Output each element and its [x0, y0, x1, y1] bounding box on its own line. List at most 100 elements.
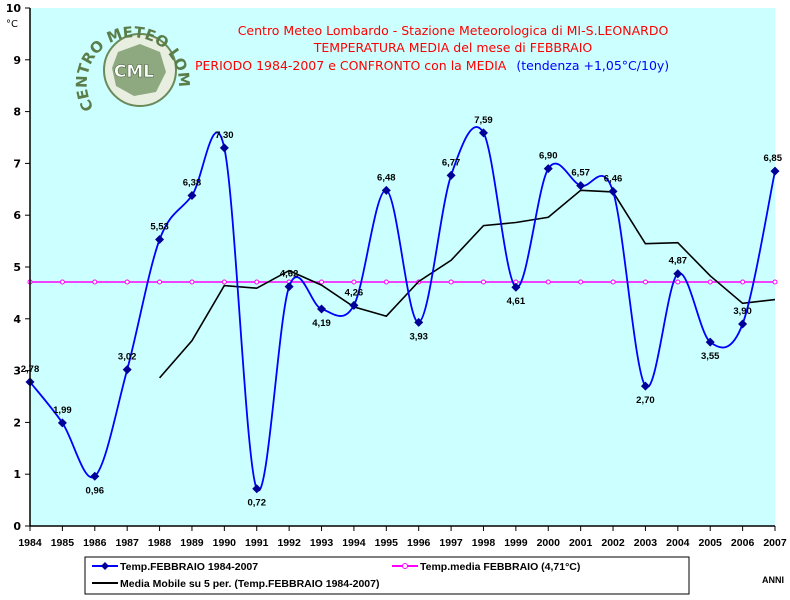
x-tick-label: 2003 — [634, 537, 658, 549]
data-label: 3,02 — [118, 352, 137, 363]
mean-point — [545, 279, 551, 285]
mean-point — [578, 279, 584, 285]
data-label: 6,57 — [571, 168, 590, 179]
x-tick-label: 2006 — [731, 537, 755, 549]
data-label: 6,85 — [764, 153, 783, 164]
temperature-point — [543, 164, 553, 174]
data-label: 4,87 — [669, 256, 688, 267]
y-axis-unit: °C — [6, 19, 18, 30]
temperature-point — [284, 282, 294, 292]
x-tick-label: 1993 — [310, 537, 334, 549]
x-tick-label: 2000 — [537, 537, 561, 549]
data-label: 7,59 — [474, 115, 493, 126]
mean-point — [319, 279, 325, 285]
data-label: 4,26 — [345, 287, 364, 298]
y-tick-label: 10 — [6, 2, 22, 15]
logo-initials: CML — [114, 62, 154, 82]
chart-title-line-3: PERIODO 1984-2007 e CONFRONTO con la MED… — [195, 58, 669, 73]
data-label: 4,19 — [312, 318, 331, 329]
temperature-point — [770, 166, 780, 176]
data-label: 0,96 — [86, 485, 105, 496]
data-label: 4,61 — [507, 296, 526, 307]
y-tick-label: 8 — [13, 106, 21, 119]
x-tick-label: 1992 — [277, 537, 301, 549]
mean-point — [189, 279, 195, 285]
data-label: 7,30 — [215, 130, 234, 141]
mean-point — [124, 279, 130, 285]
mean-point — [772, 279, 778, 285]
x-tick-label: 1989 — [180, 537, 204, 549]
temperature-point — [673, 269, 683, 279]
temperature-point — [349, 300, 359, 310]
data-label: 6,48 — [377, 172, 396, 183]
data-label: 6,46 — [604, 173, 623, 184]
temperature-point — [252, 484, 262, 494]
temperature-point — [414, 317, 424, 327]
temperature-point — [317, 304, 327, 314]
x-tick-label: 1997 — [439, 537, 463, 549]
temperature-point — [608, 186, 618, 196]
legend: Temp.FEBBRAIO 1984-2007 Temp.media FEBBR… — [84, 556, 690, 595]
data-labels: 2,78 1,99 0,96 3,02 5,53 6,38 7,30 0,72 4,62 4,19… — [21, 115, 783, 509]
mean-point — [707, 279, 713, 285]
temperature-point — [122, 365, 132, 375]
logo-region-shape — [112, 44, 166, 96]
mean-point — [59, 279, 65, 285]
mean-line-layer — [27, 279, 778, 285]
y-tick-label: 7 — [13, 157, 21, 170]
legend-box — [84, 556, 690, 595]
mean-point — [383, 279, 389, 285]
temperature-point — [381, 185, 391, 195]
y-tick-label: 5 — [13, 261, 21, 274]
mean-point — [351, 279, 357, 285]
legend-diamond-marker — [101, 562, 109, 570]
temperature-point — [446, 170, 456, 180]
x-tick-label: 1984 — [18, 537, 42, 549]
x-tick-label: 1999 — [504, 537, 528, 549]
temperature-series-layer — [25, 126, 780, 494]
legend-label-mean: Temp.media FEBBRAIO (4,71°C) — [420, 561, 580, 573]
temperature-point — [705, 337, 715, 347]
y-tick-label: 6 — [13, 209, 21, 222]
chart-title-line-2: TEMPERATURA MEDIA del mese di FEBBRAIO — [313, 40, 593, 55]
x-tick-label: 1990 — [213, 537, 237, 549]
temperature-point — [187, 191, 197, 201]
x-tick-label: 1985 — [51, 537, 75, 549]
data-label: 0,72 — [247, 498, 266, 509]
data-label: 3,93 — [409, 331, 428, 342]
y-tick-label: 4 — [13, 313, 21, 326]
mean-point — [221, 279, 227, 285]
temperature-point — [57, 418, 67, 428]
data-label: 6,77 — [442, 157, 461, 168]
data-label: 5,53 — [150, 222, 169, 233]
x-tick-label: 1988 — [148, 537, 172, 549]
y-tick-label: 0 — [13, 520, 21, 533]
moving-average-line — [158, 189, 776, 379]
legend-circle-marker — [402, 563, 408, 569]
data-label: 6,90 — [539, 151, 558, 162]
y-tick-label: 2 — [13, 416, 21, 429]
temperature-point — [478, 128, 488, 138]
x-tick-label: 1994 — [342, 537, 366, 549]
x-tick-label: 1987 — [115, 537, 139, 549]
mean-point — [642, 279, 648, 285]
mean-point — [254, 279, 260, 285]
x-tick-label: 2005 — [699, 537, 723, 549]
data-label: 2,70 — [636, 395, 655, 406]
mean-point — [740, 279, 746, 285]
x-tick-label: 2004 — [666, 537, 690, 549]
data-label: 1,99 — [53, 405, 72, 416]
temperature-point — [219, 143, 229, 153]
legend-label-moving-average: Media Mobile su 5 per. (Temp.FEBBRAIO 19… — [120, 578, 379, 590]
x-axis-title: ANNI — [762, 575, 784, 585]
temperature-point — [155, 235, 165, 245]
chart-title-line-1: Centro Meteo Lombardo - Stazione Meteoro… — [238, 23, 669, 38]
data-label: 3,90 — [733, 306, 752, 317]
x-tick-label: 2001 — [569, 537, 593, 549]
legend-label-temperature: Temp.FEBBRAIO 1984-2007 — [120, 561, 258, 573]
temperature-point — [640, 381, 650, 391]
temperature-point — [576, 181, 586, 191]
data-label: 3,55 — [701, 351, 720, 362]
x-tick-label: 1995 — [375, 537, 399, 549]
data-label: 6,38 — [183, 178, 202, 189]
